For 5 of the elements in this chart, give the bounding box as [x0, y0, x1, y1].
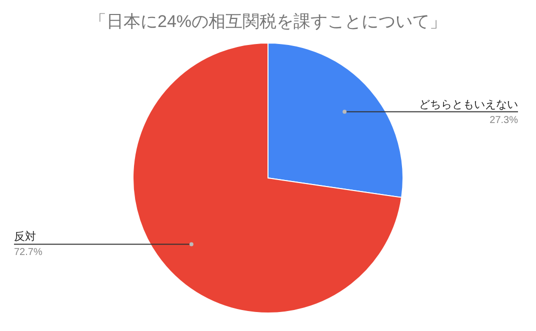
slice-label: 反対 — [14, 230, 36, 244]
chart-title: 「日本に24%の相互関税を課すことについて」 — [89, 12, 447, 31]
data-label: 72.7% — [14, 247, 42, 258]
data-label: 27.3% — [490, 114, 518, 126]
slice-label: どちらともいえない — [419, 98, 518, 111]
